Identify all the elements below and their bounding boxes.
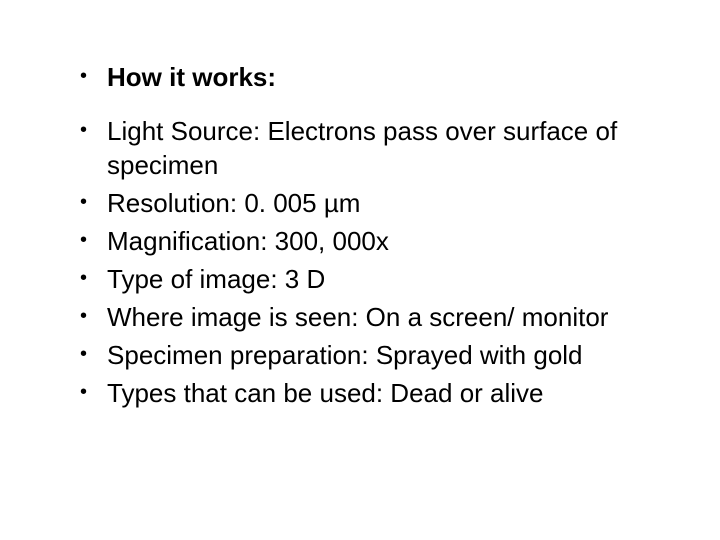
item-text: Type of image: 3 D [107,262,325,296]
list-item: • Magnification: 300, 000x [60,224,660,258]
list-item: • Resolution: 0. 005 µm [60,186,660,220]
item-text: Specimen preparation: Sprayed with gold [107,338,583,372]
bullet-icon: • [80,224,87,256]
item-text: Light Source: Electrons pass over surfac… [107,114,660,182]
bullet-icon: • [80,262,87,294]
sub-list: • Light Source: Electrons pass over surf… [60,114,660,410]
list-item: • Light Source: Electrons pass over surf… [60,114,660,182]
bullet-icon: • [80,186,87,218]
list-item: • Specimen preparation: Sprayed with gol… [60,338,660,372]
bullet-icon: • [80,300,87,332]
item-text: Types that can be used: Dead or alive [107,376,544,410]
list-item: • Type of image: 3 D [60,262,660,296]
item-text: Magnification: 300, 000x [107,224,389,258]
heading-item: • How it works: [60,60,660,94]
bullet-icon: • [80,338,87,370]
item-text: Resolution: 0. 005 µm [107,186,360,220]
heading-text: How it works: [107,60,276,94]
bullet-icon: • [80,60,87,92]
list-item: • Types that can be used: Dead or alive [60,376,660,410]
item-text: Where image is seen: On a screen/ monito… [107,300,608,334]
list-item: • Where image is seen: On a screen/ moni… [60,300,660,334]
bullet-icon: • [80,376,87,408]
bullet-icon: • [80,114,87,146]
